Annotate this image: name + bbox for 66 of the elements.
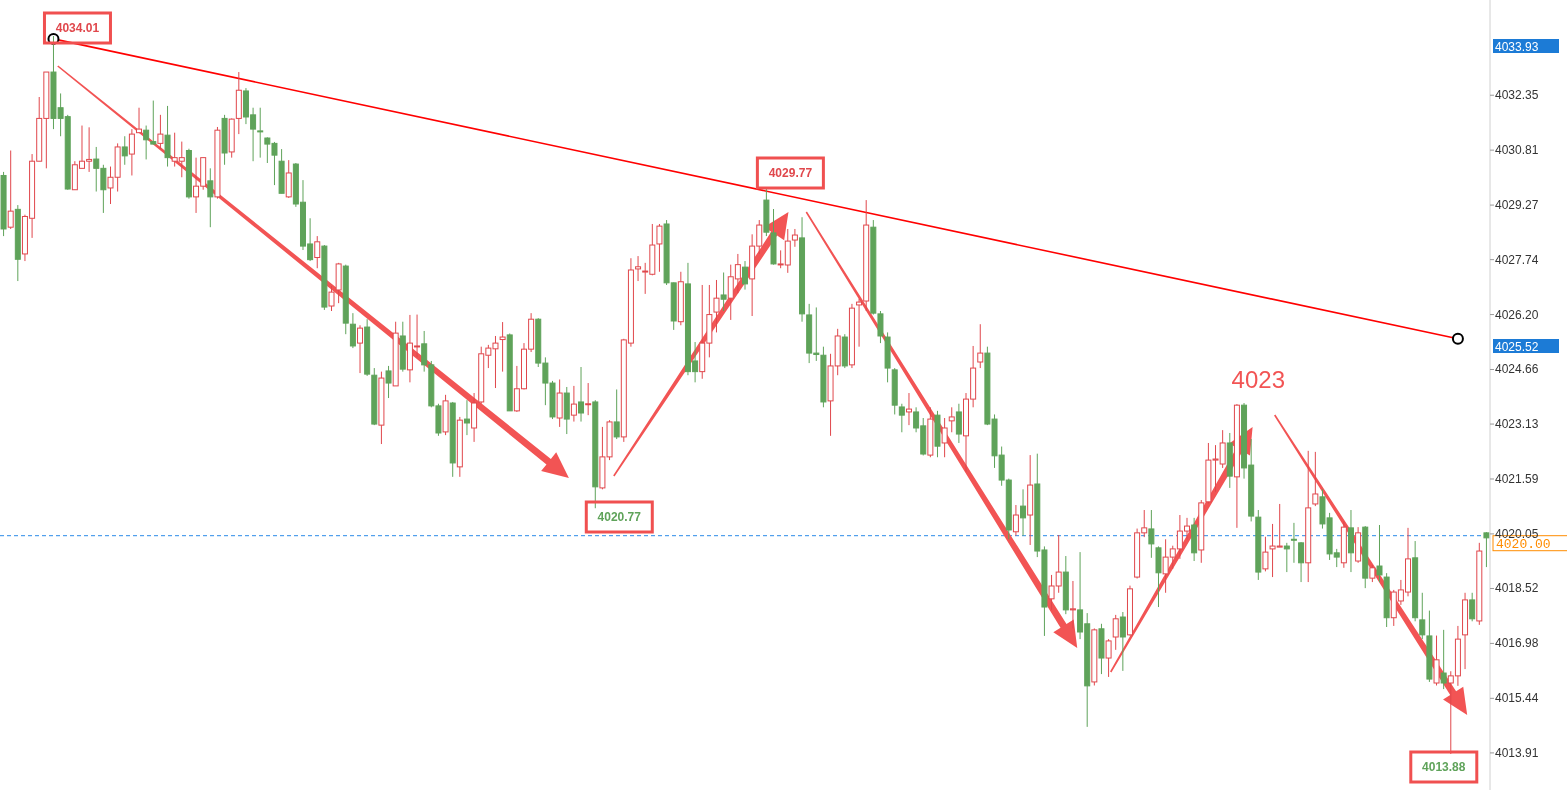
candlestick [742,260,748,291]
candlestick [7,150,14,230]
candlestick [578,366,585,423]
candlestick [207,167,214,228]
y-tick-label: 4016.98 [1495,636,1539,651]
candlestick [385,365,392,399]
y-tick-label: 4026.20 [1495,307,1539,322]
candlestick [1105,638,1112,678]
annotation: 4023 [1231,366,1285,393]
candlestick [1119,611,1126,672]
candlestick [905,392,912,426]
candlestick [713,279,720,333]
candlestick [463,399,470,436]
candlestick [1469,592,1476,622]
candlestick [349,312,356,349]
candlestick [941,417,948,458]
candlestick [1433,635,1440,686]
candlestick [257,107,264,159]
candlestick [898,403,905,433]
candlestick [1298,541,1305,583]
candlestick [121,135,128,166]
annotation: 4034.01 [55,21,100,35]
annotation: 4013.88 [1422,760,1466,774]
y-tick-label: 4023.13 [1495,417,1539,432]
candlestick [720,271,727,312]
y-tick-label: 4015.44 [1495,691,1539,706]
candlestick [948,406,955,433]
annotation: 4029.77 [768,166,813,180]
y-tick-label: 4018.52 [1495,581,1539,596]
candlestick [285,159,292,199]
candlestick [1012,504,1019,537]
y-tick-label: 4024.66 [1495,362,1539,377]
candlestick [1312,451,1319,507]
candlestick [128,128,135,176]
candlestick [164,105,171,168]
candlestick [136,107,143,134]
text: 4033.93 [1495,39,1539,54]
candlestick [977,323,984,369]
candlestick [1020,488,1027,537]
candlestick [314,235,321,269]
candlestick [585,382,592,416]
y-tick-label: 4021.59 [1495,471,1539,486]
y-tick-label: 4032.35 [1495,88,1539,103]
annotation: 4020.77 [597,510,642,524]
candlestick [143,125,150,160]
y-tick-label: 4030.81 [1495,143,1539,158]
candlestick [1283,542,1290,573]
candlestick [357,324,364,374]
candlestick [570,385,577,423]
y-tick-label: 4027.74 [1495,252,1539,267]
candlestick [1376,524,1383,583]
candlestick [499,321,506,373]
candlestick [955,403,962,444]
text: 4025.52 [1495,339,1539,354]
candlestick [150,100,157,145]
y-tick-label: 4013.91 [1495,745,1539,760]
candlestick [1069,580,1076,629]
candlestick [1440,629,1447,690]
candlestick [613,388,620,440]
candlestick [1148,509,1155,559]
candlestick [1112,614,1119,651]
y-tick-label: 4029.27 [1495,198,1539,213]
candlestick [1290,522,1297,564]
candlestick [328,285,335,312]
candlestick [1262,536,1269,572]
candlestick [157,114,164,150]
